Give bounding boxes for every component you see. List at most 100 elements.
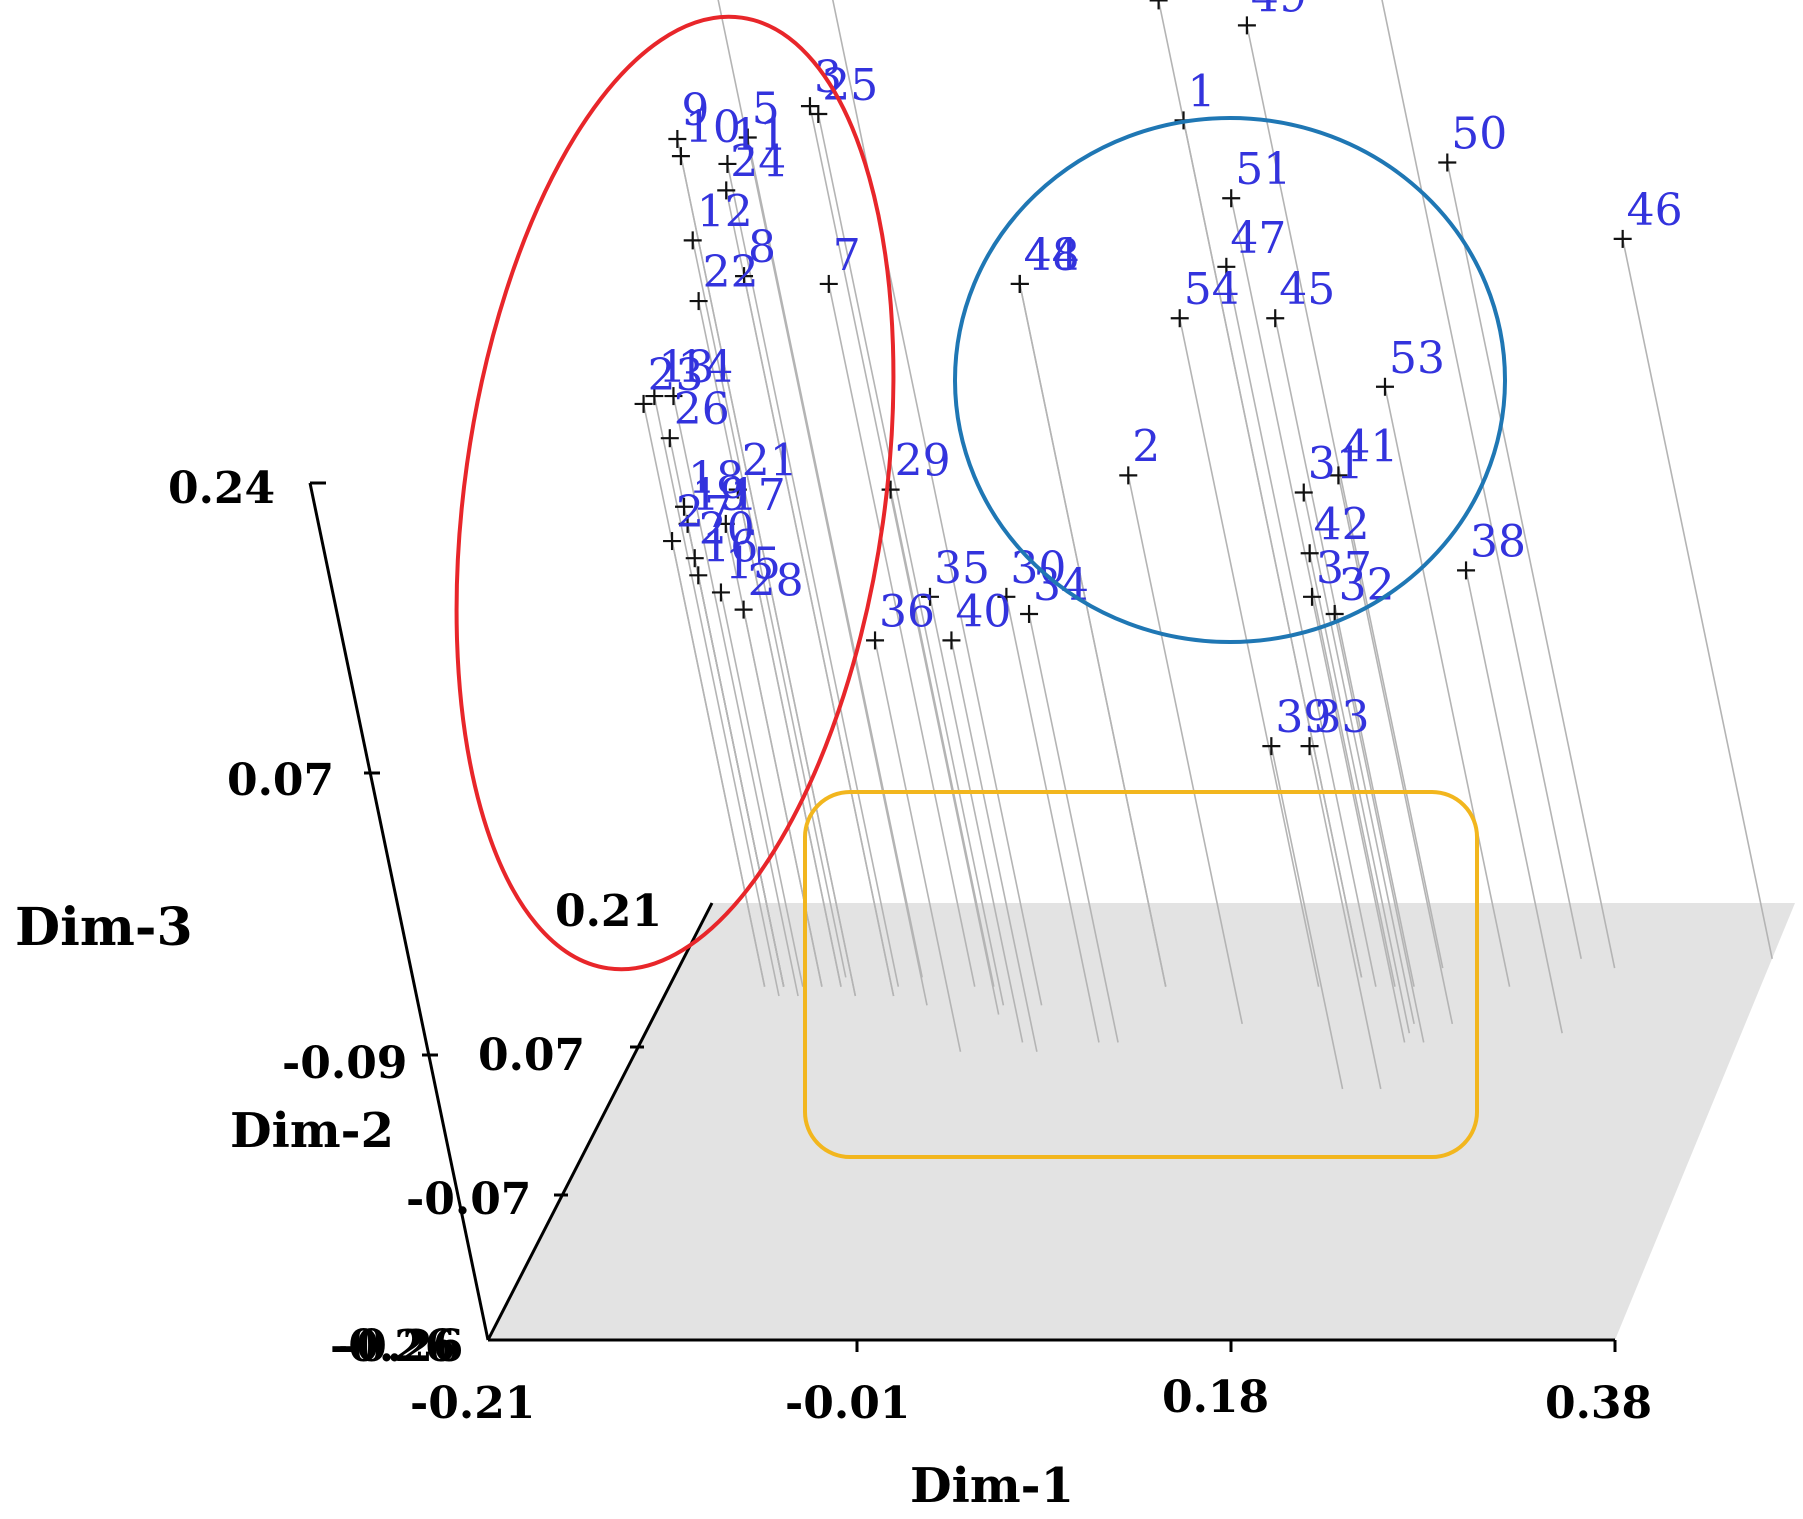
data-point-marker	[1438, 153, 1457, 172]
data-point-marker	[718, 154, 737, 173]
data-point-marker	[819, 274, 838, 293]
drop-line	[827, 283, 976, 987]
data-point-marker	[634, 394, 653, 413]
point-label: 17	[730, 470, 786, 521]
point-label: 7	[833, 230, 861, 281]
point-label: 51	[1235, 144, 1291, 195]
point-label: 16	[702, 521, 758, 572]
drop-line	[726, 163, 900, 987]
data-point-marker	[689, 292, 708, 311]
point-label: 10	[685, 102, 741, 153]
data-point-marker	[660, 429, 679, 448]
drop-line	[950, 640, 1038, 1052]
drop-line	[1308, 745, 1382, 1090]
data-point-marker	[1149, 0, 1168, 10]
data-point-marker	[735, 267, 754, 286]
drop-line	[742, 609, 823, 987]
point-label: 20	[699, 504, 755, 555]
drop-line	[1333, 613, 1425, 1043]
point-label: 46	[1627, 185, 1683, 236]
drop-line	[929, 596, 1024, 1043]
point-label: 12	[697, 186, 753, 237]
point-label: 38	[1470, 516, 1526, 567]
point-label: 19	[692, 470, 748, 521]
data-point-marker	[881, 480, 900, 499]
data-point-marker	[1303, 587, 1322, 606]
data-points	[634, 0, 1632, 756]
drop-line	[1182, 120, 1363, 978]
data-point-marker	[809, 104, 828, 123]
point-label: 8	[748, 222, 776, 273]
data-point-marker	[683, 231, 702, 250]
point-label: 15	[725, 538, 781, 589]
z-axis-line	[308, 482, 490, 1341]
drop-line	[671, 540, 766, 987]
data-point-marker	[1325, 604, 1344, 623]
point-label: 18	[688, 453, 744, 504]
data-point-marker	[1222, 189, 1241, 208]
x-axis-title: Dim-1	[910, 1458, 1074, 1514]
drop-line	[831, 0, 1043, 1006]
drop-line	[680, 155, 857, 997]
data-point-marker	[1217, 257, 1236, 276]
drop-line	[672, 395, 799, 997]
point-label: 29	[895, 436, 951, 487]
blue-cluster-ellipse	[953, 116, 1507, 644]
point-label: 14	[677, 342, 733, 393]
point-label: 37	[1316, 543, 1372, 594]
y-axis-line	[486, 902, 714, 1341]
drop-line	[1381, 0, 1582, 959]
data-point-marker	[1300, 544, 1319, 563]
drop-line	[720, 592, 804, 987]
drop-line	[1028, 613, 1119, 1043]
drop-line	[874, 640, 962, 1052]
point-label: 11	[731, 110, 787, 161]
drop-line	[1019, 283, 1167, 987]
point-label: 27	[676, 487, 732, 538]
data-point-marker	[685, 549, 704, 568]
z-tick-label: 0.07	[227, 755, 334, 806]
drop-line	[736, 489, 842, 987]
point-label: 53	[1389, 333, 1445, 384]
axes: 0.24 0.07 -0.09 -0.26 0.07 -0.07 -0.26 0…	[15, 463, 1652, 1514]
y-axis-title: Dim-2	[230, 1103, 394, 1159]
data-point-marker	[1119, 466, 1138, 485]
drop-line	[1384, 386, 1511, 987]
data-point-marker	[645, 387, 664, 406]
drop-line	[1005, 596, 1100, 1043]
point-label: 35	[934, 543, 990, 594]
data-point-marker	[671, 147, 690, 166]
y-tick-label: -0.07	[406, 1174, 531, 1225]
drop-line	[1270, 745, 1344, 1090]
drop-line	[653, 395, 780, 997]
point-label: 32	[1339, 560, 1395, 611]
drop-line	[1621, 238, 1773, 959]
x-tick-label: 0.18	[1162, 1372, 1269, 1423]
cluster-outlines	[454, 14, 1507, 1159]
data-point-marker	[1020, 604, 1039, 623]
drop-line	[1311, 596, 1406, 1043]
data-point-marker	[1375, 377, 1394, 396]
point-label: 23	[648, 350, 704, 401]
data-point-marker	[1329, 466, 1348, 485]
drop-lines	[642, 0, 1773, 1090]
point-label: 24	[730, 136, 786, 187]
drop-line	[1446, 162, 1616, 969]
point-label: 36	[879, 586, 935, 637]
data-point-marker	[866, 631, 885, 650]
data-point-marker	[716, 514, 735, 533]
point-label: 48	[1024, 230, 1080, 281]
data-point-marker	[1170, 309, 1189, 328]
drop-line	[817, 113, 1005, 1006]
drop-line	[717, 0, 928, 1006]
data-point-marker	[1613, 229, 1632, 248]
z-axis-title: Dim-3	[15, 897, 193, 958]
data-point-marker	[1266, 309, 1285, 328]
point-label: 39	[1275, 692, 1331, 743]
x-tick-label: -0.01	[785, 1378, 910, 1429]
point-label: 5	[752, 84, 780, 135]
z-tick-label: -0.26	[330, 1321, 455, 1372]
point-label: 22	[703, 247, 759, 298]
z-tick-label: -0.09	[282, 1038, 407, 1089]
data-point-marker	[668, 129, 687, 148]
